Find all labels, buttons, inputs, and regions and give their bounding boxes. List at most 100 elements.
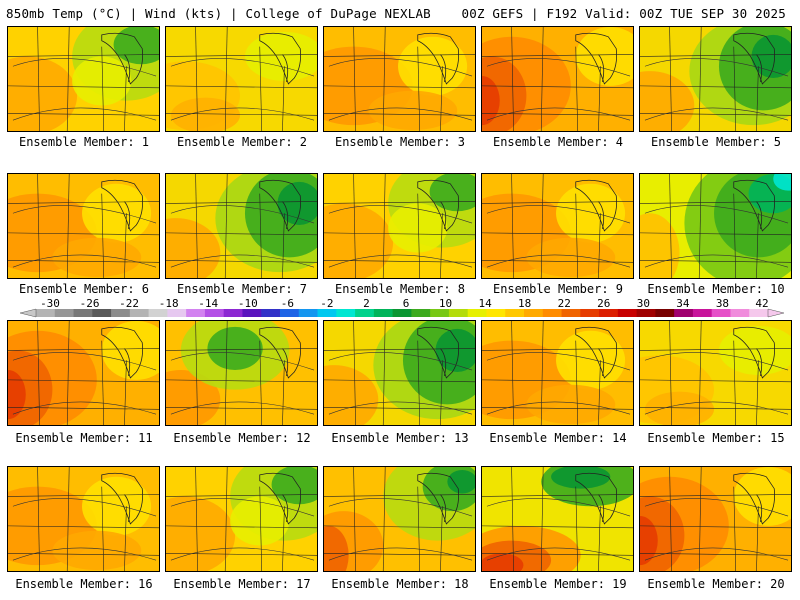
ensemble-member-label: Ensemble Member: 13 (331, 431, 469, 445)
color-scale-tick-label: 34 (676, 297, 690, 310)
color-scale-swatch (711, 309, 731, 317)
ensemble-map-panel (639, 466, 792, 572)
color-scale-swatch (92, 309, 112, 317)
color-scale-swatch (242, 309, 262, 317)
color-scale-swatch (317, 309, 337, 317)
ensemble-member-label: Ensemble Member: 18 (331, 577, 469, 591)
color-scale-swatch (280, 309, 300, 317)
ensemble-member-label: Ensemble Member: 14 (489, 431, 627, 445)
color-scale-swatch (373, 309, 394, 317)
ensemble-map-panel (7, 173, 160, 279)
temperature-map (324, 321, 475, 425)
color-scale-swatch (355, 309, 375, 317)
color-scale-swatch (655, 309, 675, 317)
temperature-map (166, 27, 317, 131)
color-scale-swatch (167, 309, 187, 317)
temperature-map (324, 174, 475, 278)
color-scale-tick-label: 2 (363, 297, 370, 310)
color-scale-swatch (54, 309, 74, 317)
ensemble-map-panel (323, 466, 476, 572)
color-scale-swatch (467, 309, 487, 317)
ensemble-member-label: Ensemble Member: 15 (647, 431, 785, 445)
temperature-map (166, 467, 317, 571)
ensemble-member-label: Ensemble Member: 4 (492, 135, 624, 149)
color-scale-swatch (524, 309, 544, 317)
temperature-map (8, 174, 159, 278)
temperature-map (482, 321, 633, 425)
color-scale-swatch (542, 309, 562, 317)
color-scale-tick-label: 18 (518, 297, 532, 310)
ensemble-map-panel (165, 26, 318, 132)
ensemble-map-panel (639, 320, 792, 426)
color-scale-tick-label: 10 (438, 297, 453, 310)
color-scale-tick-label: -14 (198, 297, 219, 310)
color-scale-tick-label: -2 (320, 297, 334, 310)
temperature-map (166, 321, 317, 425)
temperature-map (8, 27, 159, 131)
ensemble-member-label: Ensemble Member: 6 (18, 282, 150, 296)
color-scale-swatch (204, 309, 225, 317)
ensemble-map-panel (481, 26, 634, 132)
ensemble-member-label: Ensemble Member: 17 (173, 577, 311, 591)
ensemble-map-panel (639, 173, 792, 279)
ensemble-map-panel (165, 466, 318, 572)
color-scale-swatch (186, 309, 206, 317)
ensemble-map-panel (7, 466, 160, 572)
color-scale-tick-label: 38 (715, 297, 730, 310)
ensemble-member-label: Ensemble Member: 1 (18, 135, 150, 149)
color-scale-swatch (580, 309, 600, 317)
color-scale-swatch (223, 309, 243, 317)
temperature-map (324, 27, 475, 131)
color-scale-tick-label: 42 (755, 297, 769, 310)
ensemble-map-panel (323, 173, 476, 279)
color-scale-tick-label: 14 (478, 297, 492, 310)
color-scale-swatch (561, 309, 581, 317)
ensemble-map-panel (7, 320, 160, 426)
temperature-map (640, 321, 791, 425)
ensemble-member-label: Ensemble Member: 2 (176, 135, 308, 149)
temperature-map (8, 467, 159, 571)
temperature-map (482, 467, 633, 571)
color-scale-min-arrow (19, 308, 37, 318)
ensemble-member-label: Ensemble Member: 9 (492, 282, 624, 296)
color-scale-swatch (73, 309, 93, 317)
ensemble-member-label: Ensemble Member: 8 (334, 282, 466, 296)
valid-time: 00Z GEFS | F192 Valid: 00Z TUE SEP 30 20… (461, 6, 786, 21)
temperature-map (482, 174, 633, 278)
ensemble-map-panel (481, 320, 634, 426)
ensemble-map-panel (481, 466, 634, 572)
ensemble-member-label: Ensemble Member: 12 (173, 431, 311, 445)
color-scale-max-arrow (767, 308, 785, 318)
ensemble-member-label: Ensemble Member: 5 (650, 135, 782, 149)
color-scale-swatch (692, 309, 713, 317)
map-title: 850mb Temp (°C) | Wind (kts) | College o… (6, 6, 431, 21)
ensemble-member-label: Ensemble Member: 19 (489, 577, 627, 591)
color-scale-swatch (730, 309, 750, 317)
color-scale-bar (19, 308, 785, 318)
color-scale-tick-label: -18 (158, 297, 179, 310)
color-scale-swatch (674, 309, 694, 317)
ensemble-map-panel (481, 173, 634, 279)
color-scale-swatch (129, 309, 150, 317)
color-scale-swatch (636, 309, 656, 317)
color-scale-swatch (448, 309, 469, 317)
temperature-map (640, 174, 791, 278)
color-scale-swatch (111, 309, 131, 317)
color-scale-swatch (336, 309, 356, 317)
color-scale-tick-label: -30 (40, 297, 60, 310)
color-scale-swatch (298, 309, 318, 317)
ensemble-map-panel (165, 320, 318, 426)
color-scale-tick-label: 26 (597, 297, 611, 310)
color-scale-swatch (617, 309, 638, 317)
ensemble-map-panel (323, 26, 476, 132)
color-scale-swatch (261, 309, 281, 317)
ensemble-map-panel (639, 26, 792, 132)
temperature-map (324, 467, 475, 571)
temperature-map (166, 174, 317, 278)
color-scale-swatch (486, 309, 506, 317)
temperature-map (640, 27, 791, 131)
ensemble-map-panel (165, 173, 318, 279)
ensemble-map-panel (7, 26, 160, 132)
ensemble-member-label: Ensemble Member: 11 (15, 431, 153, 445)
color-scale-swatch (749, 309, 769, 317)
